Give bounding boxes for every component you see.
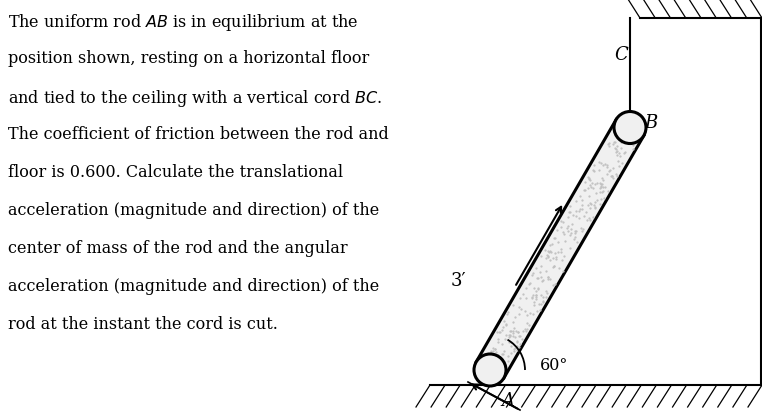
Text: position shown, resting on a horizontal floor: position shown, resting on a horizontal … [8,50,370,67]
Polygon shape [476,120,644,378]
Text: acceleration (magnitude and direction) of the: acceleration (magnitude and direction) o… [8,202,379,219]
Text: The coefficient of friction between the rod and: The coefficient of friction between the … [8,126,389,143]
Text: The uniform rod $\mathit{AB}$ is in equilibrium at the: The uniform rod $\mathit{AB}$ is in equi… [8,12,359,33]
Text: A: A [501,392,514,410]
Circle shape [474,354,506,386]
Text: center of mass of the rod and the angular: center of mass of the rod and the angula… [8,240,347,257]
Circle shape [614,112,646,144]
Text: 3′: 3′ [450,272,466,290]
Text: and tied to the ceiling with a vertical cord $\mathit{BC}$.: and tied to the ceiling with a vertical … [8,88,383,109]
Text: rod at the instant the cord is cut.: rod at the instant the cord is cut. [8,316,278,333]
Text: floor is 0.600. Calculate the translational: floor is 0.600. Calculate the translatio… [8,164,343,181]
Text: 60°: 60° [540,357,568,373]
Text: acceleration (magnitude and direction) of the: acceleration (magnitude and direction) o… [8,278,379,295]
Text: B: B [644,113,658,131]
Text: C: C [614,46,628,64]
